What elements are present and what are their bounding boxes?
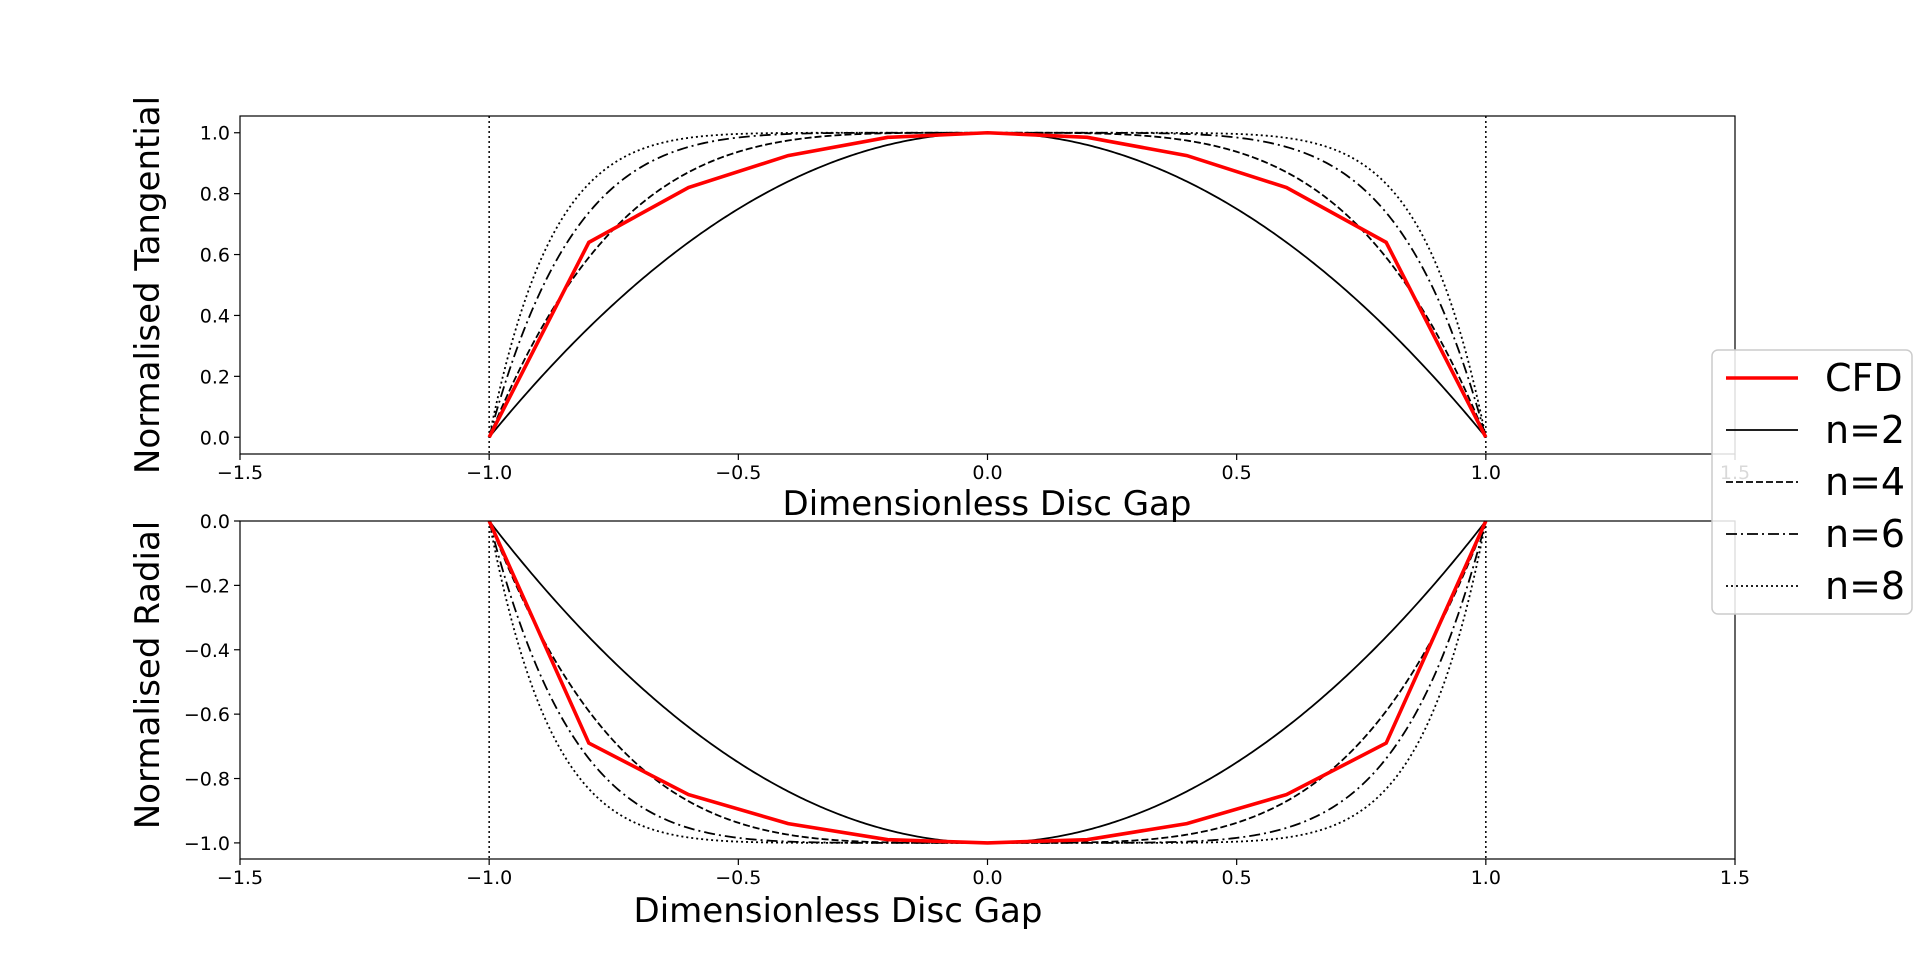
legend: CFD n=2 n=4 n=6 n=8	[1711, 349, 1913, 615]
tangential-x-axis-label: Dimensionless Disc Gap	[783, 484, 1192, 524]
legend-label-n-2: n=2	[1825, 408, 1905, 452]
radial-x-tick-label: −1.5	[217, 867, 263, 889]
tangential-y-tick-label: 0.6	[200, 245, 230, 267]
radial-x-tick-label: −0.5	[715, 867, 761, 889]
legend-frame	[1711, 349, 1913, 615]
tangential-x-tick-label: −1.0	[466, 462, 512, 484]
tangential-x-tick-label: −1.5	[217, 462, 263, 484]
tangential-series-cfd	[487, 130, 1488, 439]
radial-y-axis-label: Normalised Radial	[128, 521, 168, 830]
legend-label-n-8: n=8	[1825, 564, 1905, 608]
tangential-y-tick-label: 0.2	[200, 366, 230, 388]
radial-y-tick-label: −0.8	[184, 769, 230, 791]
radial-x-tick-label: 0.5	[1222, 867, 1252, 889]
radial-panel: −1.5 −1.0 −0.5 0.0 0.5 1.0 1.5 0.0 −0.2 −0.4 −0.6…	[128, 511, 1750, 931]
tangential-y-tick-label: 0.8	[200, 184, 230, 206]
radial-x-tick-label: 0.0	[972, 867, 1002, 889]
radial-x-tick-label: 1.5	[1720, 867, 1750, 889]
tangential-y-tick-label: 0.0	[200, 427, 230, 449]
radial-x-tick-label: −1.0	[466, 867, 512, 889]
tangential-y-tick-label: 1.0	[200, 123, 230, 145]
tangential-x-tick-label: 0.0	[972, 462, 1002, 484]
tangential-x-tick-label: 0.5	[1222, 462, 1252, 484]
tangential-y-axis-label: Normalised Tangential	[128, 96, 168, 474]
legend-label-n-4: n=4	[1825, 460, 1905, 504]
legend-label-cfd: CFD	[1825, 356, 1903, 400]
tangential-y-tick-label: 0.4	[200, 305, 230, 327]
radial-series-cfd	[487, 520, 1488, 845]
tangential-x-tick-label: −0.5	[715, 462, 761, 484]
radial-y-tick-label: −0.6	[184, 704, 230, 726]
radial-x-tick-label: 1.0	[1471, 867, 1501, 889]
radial-y-tick-label: −0.4	[184, 640, 230, 662]
radial-x-axis-label: Dimensionless Disc Gap	[634, 891, 1043, 931]
radial-y-tick-label: −0.2	[184, 575, 230, 597]
legend-label-n-6: n=6	[1825, 512, 1905, 556]
radial-y-tick-label: 0.0	[200, 511, 230, 533]
tangential-x-tick-label: 1.0	[1471, 462, 1501, 484]
radial-y-tick-label: −1.0	[184, 833, 230, 855]
